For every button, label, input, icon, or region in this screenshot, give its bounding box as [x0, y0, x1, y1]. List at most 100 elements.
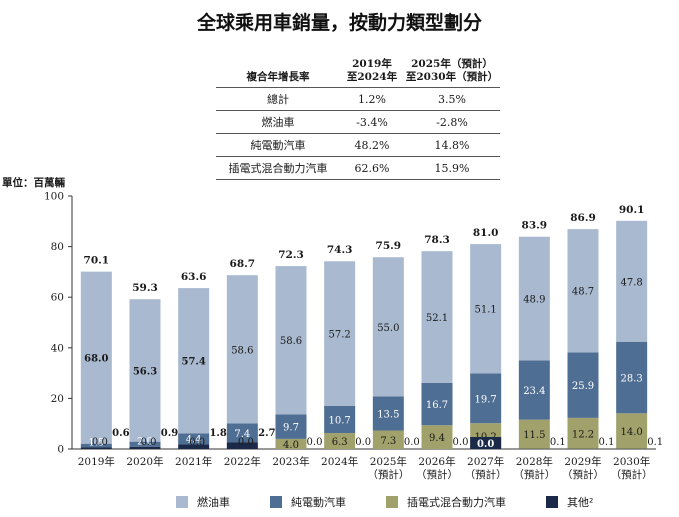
x-tick-label: 2023年	[272, 455, 309, 468]
bar-segment-phev	[421, 425, 453, 449]
legend: 燃油車 純電動汽車 插電式混合動力汽車 其他²	[176, 494, 633, 510]
legend-item-ice: 燃油車	[176, 494, 230, 510]
bar-segment-ice	[470, 244, 502, 374]
total-label: 59.3	[132, 282, 158, 294]
data-label-bev: 23.4	[523, 386, 545, 397]
data-label-bev: 9.7	[283, 423, 299, 434]
y-tick-label: 40	[51, 342, 64, 354]
data-label-other: 0.0	[477, 439, 494, 450]
data-label-bev: 2.0	[137, 437, 153, 448]
bar-segment-other	[129, 446, 161, 449]
data-label-bev: 7.4	[234, 429, 250, 440]
bar-segment-phev	[616, 413, 648, 449]
cagr-row-label: 插電式混合動力汽車	[216, 156, 340, 180]
bar-segment-bev	[372, 396, 404, 431]
data-label-ice: 56.3	[133, 366, 157, 377]
bar-segment-ice	[567, 229, 599, 353]
data-label-ice: 57.2	[329, 330, 351, 341]
legend-swatch-other	[546, 496, 558, 508]
bar-segment-bev	[616, 341, 648, 414]
bar-segment-other	[226, 442, 258, 449]
total-label: 81.0	[473, 227, 499, 239]
legend-label-other: 其他²	[567, 496, 594, 509]
data-label-other: 1.8	[209, 428, 226, 439]
data-label-ice: 48.9	[523, 295, 545, 306]
legend-item-bev: 純電動汽車	[270, 494, 346, 510]
bar-segment-bev	[226, 423, 258, 443]
data-label-ice: 58.6	[280, 336, 302, 347]
bar-segment-other	[178, 444, 210, 449]
x-tick-label: 2025年	[370, 455, 407, 468]
data-label-bev: 25.9	[572, 381, 594, 392]
data-label-bev: 4.4	[186, 434, 202, 445]
x-tick-label: （預計）	[513, 468, 555, 481]
bar-segment-ice	[226, 275, 258, 424]
data-label-phev: 14.0	[621, 427, 643, 438]
total-label: 90.1	[619, 204, 645, 216]
bar-segment-bev	[518, 360, 550, 420]
cagr-header-row: 複合年增長率 2019年 至2024年 2025年（預計） 至2030年（預計）	[216, 58, 500, 88]
bar-segment-ice	[616, 220, 648, 342]
x-tick-label: （預計）	[465, 468, 507, 481]
bar-segment-bev	[470, 373, 502, 424]
data-label-other: 0.0	[307, 437, 323, 448]
total-label: 63.6	[181, 271, 207, 283]
x-tick-label: 2028年	[516, 455, 553, 468]
data-label-ice: 55.0	[377, 323, 399, 334]
legend-label-ice: 燃油車	[197, 496, 230, 509]
total-label: 78.3	[424, 234, 450, 246]
bar-segment-other	[80, 447, 112, 449]
cagr-row-label: 純電動汽車	[216, 133, 340, 157]
bar-segment-bev	[129, 441, 161, 447]
cagr-row-label: 總計	[216, 87, 340, 111]
bar-segment-bev	[567, 352, 599, 418]
data-label-ice: 51.1	[475, 305, 497, 316]
x-tick-label: 2027年	[467, 455, 504, 468]
bar-segment-phev	[518, 419, 550, 449]
bar-segment-ice	[421, 251, 453, 383]
data-label-bev: 13.5	[377, 409, 399, 420]
legend-item-other: 其他²	[546, 494, 593, 510]
cagr-value: -2.8%	[404, 110, 500, 134]
bar-segment-bev	[275, 414, 307, 439]
bar-segment-ice	[324, 261, 356, 406]
bar-segment-bev	[80, 443, 112, 448]
legend-swatch-phev	[386, 496, 398, 508]
cagr-value: -3.4%	[340, 110, 404, 134]
bar-segment-other	[470, 437, 502, 449]
bar-segment-phev	[372, 430, 404, 449]
x-tick-label: 2026年	[418, 455, 455, 468]
total-label: 68.7	[230, 258, 256, 270]
cagr-row-label: 燃油車	[216, 110, 340, 134]
x-tick-label: （預計）	[611, 468, 653, 481]
bar-segment-phev	[275, 438, 307, 449]
data-label-phev: 7.3	[380, 436, 396, 447]
data-label-other: 0.1	[647, 437, 663, 448]
cagr-value: 48.2%	[340, 133, 404, 157]
bar-segment-phev	[567, 417, 599, 449]
unit-label: 單位：百萬輛	[2, 177, 65, 189]
x-tick-label: （預計）	[416, 468, 458, 481]
data-label-other: 0.6	[112, 428, 129, 439]
bar-segment-ice	[129, 299, 161, 442]
cagr-value: 3.5%	[404, 87, 500, 111]
data-label-phev: 4.0	[283, 440, 299, 451]
x-tick-label: 2019年	[78, 455, 115, 468]
x-tick-label: 2020年	[126, 455, 163, 468]
total-label: 86.9	[570, 212, 596, 224]
data-label-ice: 48.7	[572, 287, 594, 298]
data-label-ice: 52.1	[426, 313, 448, 324]
data-label-phev: 0.0	[141, 437, 157, 448]
y-tick-label: 60	[51, 292, 64, 304]
data-label-bev: 10.7	[329, 416, 351, 427]
data-label-phev: 0.0	[238, 437, 254, 448]
legend-swatch-bev	[270, 496, 282, 508]
data-label-ice: 68.0	[84, 354, 108, 365]
bar-segment-phev	[324, 433, 356, 449]
x-tick-label: 2029年	[564, 455, 601, 468]
bar-segment-bev	[178, 433, 210, 445]
cagr-value: 15.9%	[404, 156, 500, 180]
total-label: 74.3	[327, 244, 353, 256]
data-label-phev: 0.0	[189, 437, 205, 448]
